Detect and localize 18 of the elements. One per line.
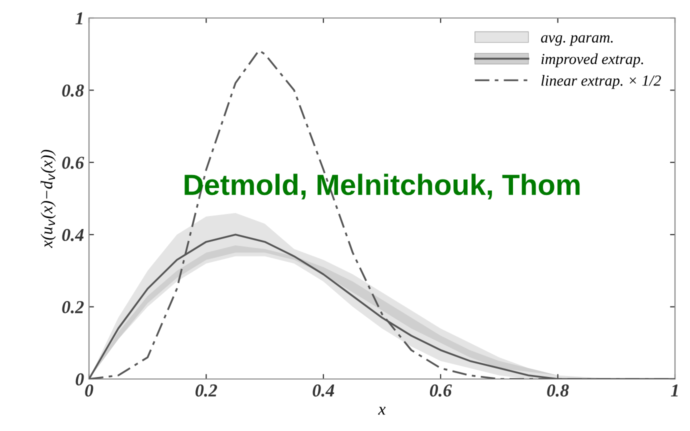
x-tick-label: 0.8 [547,384,569,397]
y-tick-label: 0 [76,373,84,386]
x-tick-label: 0.6 [430,384,452,397]
y-tick-label: 0.4 [62,228,84,242]
x-tick-label: 0.4 [312,384,334,397]
y-tick-label: 0.6 [62,156,84,169]
x-tick-label: 1 [670,384,678,396]
legend-label: improved extrap. [541,53,644,68]
x-tick-label: 0 [85,384,94,397]
legend-label: linear extrap. × 1/2 [541,75,661,89]
x-tick-label: 0.2 [196,384,218,397]
x-axis-title: x [378,406,386,415]
annotation: Detmold, Melnitchouk, Thom [184,174,580,200]
y-axis-title: x(u$_{v}$(x)−d$_{v}$(x)) [40,150,56,248]
legend-label: avg. param. [541,35,613,46]
y-tick-label: 0.2 [62,301,84,314]
y-tick-label: 1 [76,12,82,24]
y-tick-label: 0.8 [62,84,84,97]
